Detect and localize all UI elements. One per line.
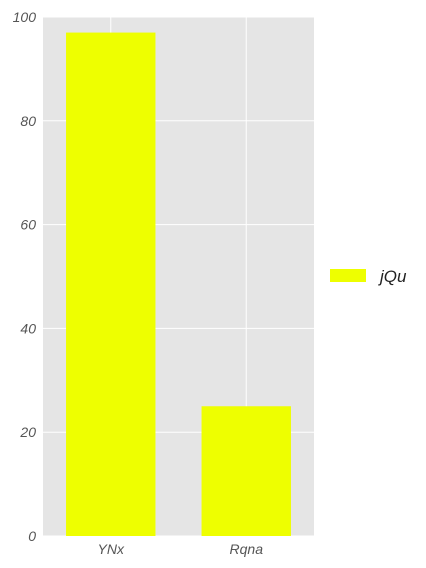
y-tick-label: 100 — [13, 9, 37, 25]
y-tick-label: 80 — [20, 113, 36, 129]
x-tick-label: Rqna — [230, 541, 264, 557]
bar-ynx — [66, 32, 156, 536]
x-axis-ticks: YNx Rqna — [98, 541, 264, 557]
bar-rqna — [201, 406, 291, 536]
y-tick-label: 40 — [20, 320, 36, 336]
legend: jQu — [330, 267, 407, 286]
bars — [66, 32, 291, 536]
x-tick-label: YNx — [98, 541, 125, 557]
legend-label-jqu: jQu — [378, 267, 407, 286]
y-tick-label: 20 — [19, 424, 36, 440]
legend-swatch-jqu — [330, 269, 366, 282]
y-tick-label: 60 — [20, 217, 36, 233]
y-tick-label: 0 — [28, 528, 36, 544]
y-axis-ticks: 0 20 40 60 80 100 — [13, 9, 37, 544]
